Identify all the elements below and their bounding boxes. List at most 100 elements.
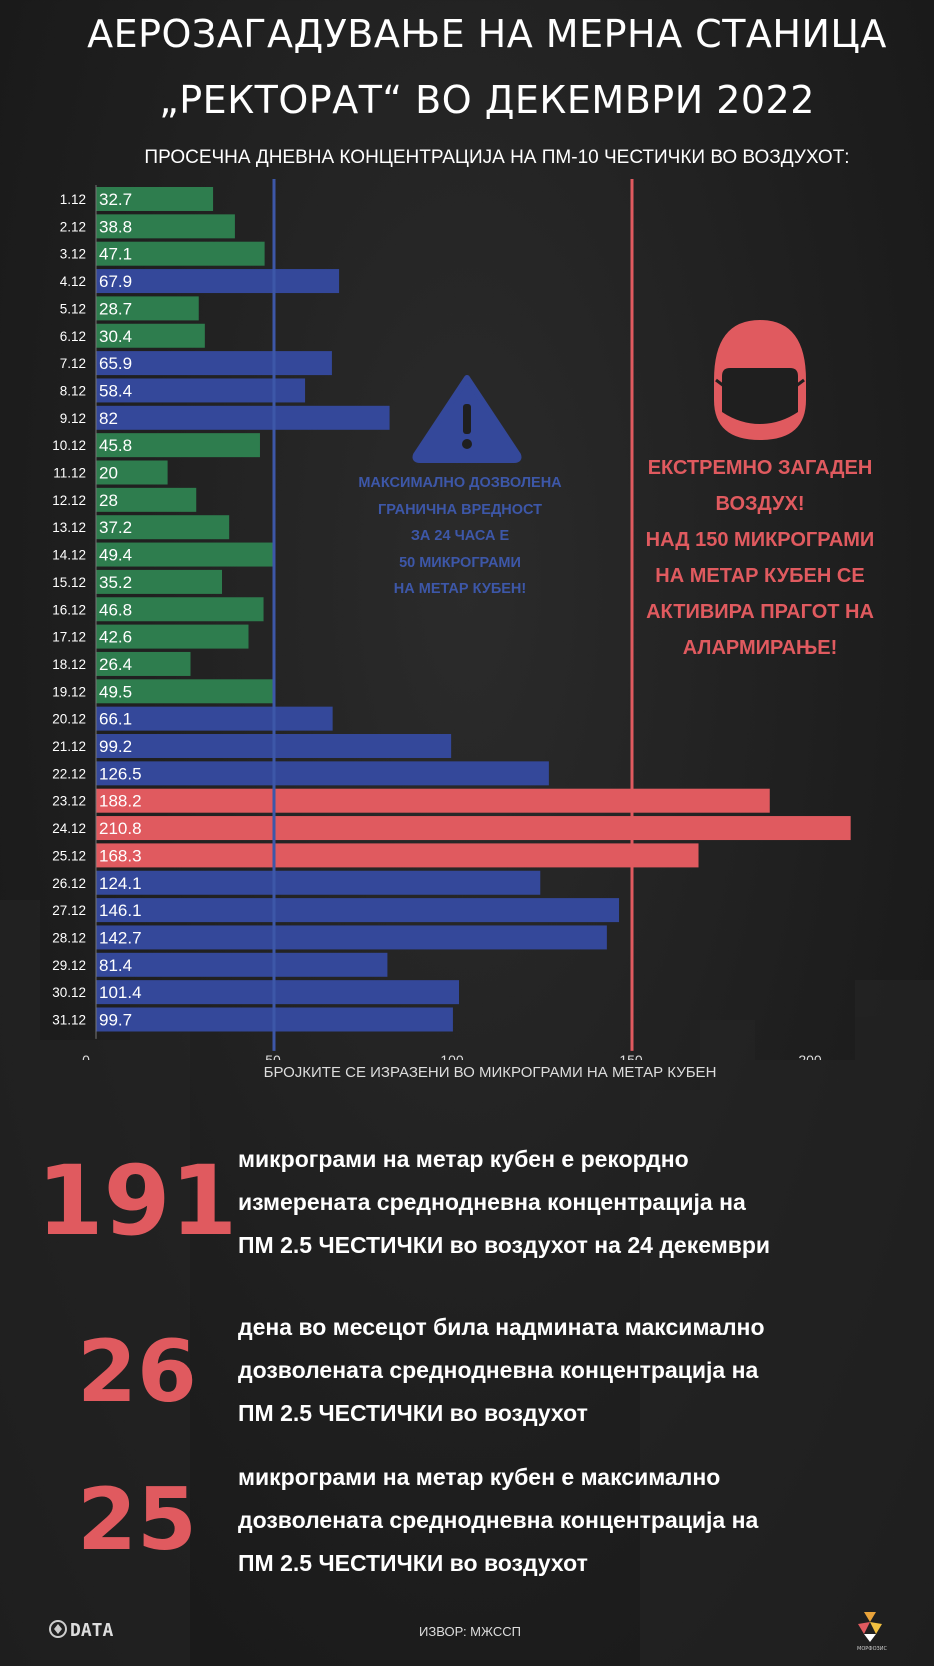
stat-number-days: 26	[77, 1322, 197, 1422]
value-label: 142.7	[99, 928, 142, 947]
category-label: 29.12	[52, 958, 86, 973]
stat-text-limit: микрограми на метар кубен е максимално д…	[238, 1456, 858, 1585]
limit-annotation-line: ЗА 24 ЧАСА Е	[410, 528, 510, 544]
value-label: 58.4	[99, 381, 132, 400]
stat-text-line: дозволената среднодневна концентрација н…	[238, 1357, 759, 1383]
value-label: 124.1	[99, 874, 142, 893]
value-label: 46.8	[99, 600, 132, 619]
value-label: 37.2	[99, 518, 132, 537]
bar-23.12	[96, 788, 770, 813]
bar-3.12	[96, 241, 265, 266]
value-label: 49.5	[99, 682, 132, 701]
bar-28.12	[96, 925, 607, 950]
category-label: 12.12	[52, 493, 86, 508]
category-label: 1.12	[60, 192, 86, 207]
value-label: 38.8	[99, 217, 132, 236]
bar-10.12	[96, 433, 260, 458]
value-label: 32.7	[99, 190, 132, 209]
data-logo-text: DATA	[70, 1620, 114, 1641]
x-tick-label: 100	[440, 1052, 464, 1060]
alarm-annotation-line: АЛАРМИРАЊЕ!	[682, 637, 838, 659]
bar-12.12	[96, 487, 197, 512]
bar-26.12	[96, 870, 541, 895]
category-label: 14.12	[52, 548, 86, 563]
page-title-line-1: АЕРОЗАГАДУВАЊЕ НА МЕРНА СТАНИЦА	[87, 12, 887, 56]
category-label: 30.12	[52, 985, 86, 1000]
bar-17.12	[96, 624, 249, 649]
category-label: 10.12	[52, 438, 86, 453]
category-label: 17.12	[52, 630, 86, 645]
value-label: 188.2	[99, 792, 142, 811]
bar-18.12	[96, 651, 191, 676]
alarm-annotation-line: НАД 150 МИКРОГРАМИ	[645, 529, 875, 551]
category-label: 13.12	[52, 520, 86, 535]
stat-text-line: ПМ 2.5 ЧЕСТИЧКИ во воздухот	[238, 1550, 588, 1576]
alarm-annotation-line: ВОЗДУХ!	[715, 493, 805, 515]
value-label: 126.5	[99, 764, 142, 783]
bar-5.12	[96, 296, 199, 321]
value-label: 30.4	[99, 327, 132, 346]
bar-16.12	[96, 597, 264, 622]
category-label: 28.12	[52, 930, 86, 945]
bar-22.12	[96, 761, 549, 786]
category-label: 8.12	[60, 383, 86, 398]
bar-6.12	[96, 323, 205, 348]
alarm-annotation-line: АКТИВИРА ПРАГОТ НА	[646, 601, 874, 623]
pm10-bar-chart: 1.12 32.7 2.12 38.8 3.12 47.1 4.12 67.9 5.12 28.7…	[52, 179, 851, 1060]
stat-text-line: микрограми на метар кубен е рекордно	[238, 1146, 689, 1172]
limit-annotation-line: 50 МИКРОГРАМИ	[399, 554, 521, 571]
source-note: ИЗВОР: МЖССП	[419, 1624, 521, 1639]
bar-14.12	[96, 542, 273, 567]
value-label: 210.8	[99, 819, 142, 838]
x-axis-label: БРОЈКИТЕ СЕ ИЗРАЗЕНИ ВО МИКРОГРАМИ НА МЕ…	[263, 1064, 717, 1081]
limit-annotation: МАКСИМАЛНО ДОЗВОЛЕНА ГРАНИЧНА ВРЕДНОСТ З…	[335, 470, 585, 603]
face-mask-icon	[714, 320, 806, 440]
bar-19.12	[96, 679, 274, 704]
chart-subtitle: ПРОСЕЧНА ДНЕВНА КОНЦЕНТРАЦИЈА НА ПМ-10 Ч…	[144, 147, 850, 168]
value-label: 49.4	[99, 546, 132, 565]
category-label: 7.12	[60, 356, 86, 371]
morfozis-logo: МОРФОЗИС	[857, 1612, 887, 1652]
bar-15.12	[96, 569, 223, 594]
category-label: 11.12	[53, 466, 86, 481]
bar-1.12	[96, 187, 214, 211]
category-label: 2.12	[60, 219, 86, 234]
morfozis-logo-text: МОРФОЗИС	[857, 1646, 887, 1652]
bar-8.12	[96, 378, 306, 403]
value-label: 82	[99, 409, 118, 428]
value-label: 99.2	[99, 737, 132, 756]
category-label: 4.12	[60, 274, 86, 289]
alarm-annotation-line: НА МЕТАР КУБЕН СЕ	[655, 565, 865, 587]
value-label: 66.1	[99, 710, 132, 729]
value-label: 101.4	[99, 983, 142, 1002]
category-label: 25.12	[52, 848, 86, 863]
bar-24.12	[96, 816, 851, 841]
bar-2.12	[96, 214, 235, 239]
stat-text-line: дена во месецот била надмината максималн…	[238, 1314, 765, 1340]
bar-27.12	[96, 898, 620, 923]
x-tick-label: 150	[619, 1052, 643, 1060]
value-label: 146.1	[99, 901, 142, 920]
category-label: 3.12	[60, 247, 86, 262]
bar-7.12	[96, 351, 332, 376]
category-label: 22.12	[52, 766, 86, 781]
value-label: 65.9	[99, 354, 132, 373]
category-label: 6.12	[60, 329, 86, 344]
bar-30.12	[96, 980, 460, 1005]
value-label: 28	[99, 491, 118, 510]
value-label: 45.8	[99, 436, 132, 455]
bar-29.12	[96, 952, 388, 977]
alarm-annotation-line: ЕКСТРЕМНО ЗАГАДЕН	[647, 457, 873, 479]
category-label: 19.12	[52, 684, 86, 699]
bar-9.12	[96, 405, 390, 430]
data-logo: DATA	[49, 1620, 114, 1641]
limit-annotation-line: ГРАНИЧНА ВРЕДНОСТ	[377, 501, 542, 518]
x-tick-label: 50	[265, 1052, 281, 1060]
x-tick-label: 0	[82, 1052, 90, 1060]
stat-text-line: измерената среднодневна концентрација на	[238, 1189, 746, 1215]
value-label: 81.4	[99, 956, 132, 975]
stat-number-limit: 25	[77, 1470, 197, 1570]
alarm-annotation: ЕКСТРЕМНО ЗАГАДЕН ВОЗДУХ! НАД 150 МИКРОГ…	[615, 450, 905, 666]
category-label: 31.12	[52, 1013, 86, 1028]
